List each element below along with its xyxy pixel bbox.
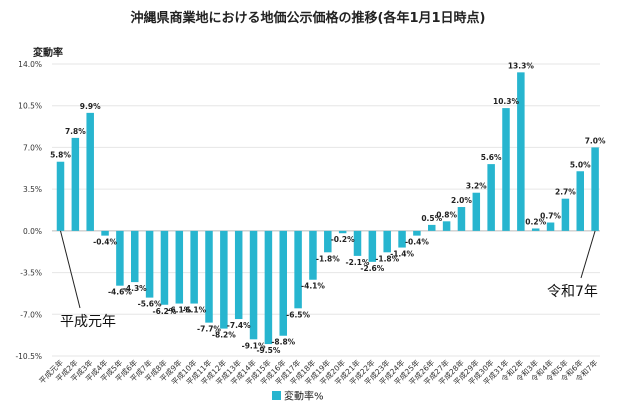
bar bbox=[531, 228, 540, 231]
data-label: -7.4% bbox=[227, 321, 251, 330]
legend: 変動率% bbox=[272, 390, 324, 403]
y-axis-title: 変動率 bbox=[33, 46, 63, 59]
data-label: -6.2% bbox=[152, 307, 176, 316]
data-label: -1.8% bbox=[316, 254, 340, 263]
bar bbox=[131, 230, 139, 283]
bar bbox=[116, 230, 124, 286]
data-label: -4.6% bbox=[108, 288, 132, 297]
data-labels: 5.8%7.8%9.9%-0.4%-4.6%-4.3%-5.6%-6.2%-6.… bbox=[50, 61, 606, 355]
annotations: 平成元年 令和7年 bbox=[60, 230, 598, 330]
data-label: -1.4% bbox=[390, 250, 414, 259]
data-label: -2.6% bbox=[360, 264, 384, 273]
data-label: -0.4% bbox=[405, 238, 429, 247]
bars bbox=[56, 72, 599, 345]
y-tick-label: -3.5% bbox=[20, 269, 42, 278]
data-label: 3.2% bbox=[466, 182, 487, 191]
legend-label: 変動率% bbox=[284, 390, 324, 403]
data-label: -1.8% bbox=[375, 254, 399, 263]
bar bbox=[294, 230, 302, 309]
bar bbox=[309, 230, 317, 280]
data-label: 0.5% bbox=[421, 214, 442, 223]
annotation-label: 令和7年 bbox=[547, 284, 598, 300]
y-tick-label: 3.5% bbox=[23, 185, 42, 194]
bar bbox=[279, 230, 287, 336]
data-label: 5.6% bbox=[481, 153, 502, 162]
bar bbox=[190, 230, 198, 304]
data-label: -4.3% bbox=[123, 284, 147, 293]
bar bbox=[205, 230, 213, 323]
bar bbox=[413, 230, 421, 236]
data-label: -5.6% bbox=[138, 300, 162, 309]
data-label: -9.5% bbox=[256, 346, 280, 355]
bar bbox=[220, 230, 228, 329]
annotation-line bbox=[580, 230, 596, 279]
data-label: 0.2% bbox=[525, 217, 546, 226]
bar bbox=[71, 137, 80, 231]
bar bbox=[234, 230, 243, 320]
bar bbox=[472, 192, 481, 231]
bar bbox=[338, 230, 347, 234]
data-label: 2.0% bbox=[451, 196, 472, 205]
bar bbox=[398, 230, 406, 248]
bar bbox=[249, 230, 258, 340]
bar bbox=[546, 222, 555, 231]
bar bbox=[324, 230, 332, 253]
bar bbox=[383, 230, 391, 253]
data-label: -0.2% bbox=[331, 235, 355, 244]
bar bbox=[591, 147, 599, 231]
data-label: -6.1% bbox=[167, 306, 191, 315]
chart-title: 沖縄県商業地における地価公示価格の推移(各年1月1日時点) bbox=[131, 10, 486, 26]
bar bbox=[160, 230, 169, 305]
bar bbox=[517, 72, 525, 231]
y-tick-label: -10.5% bbox=[15, 352, 42, 361]
data-label: -8.8% bbox=[271, 338, 295, 347]
data-label: -9.1% bbox=[242, 341, 266, 350]
data-label: -6.1% bbox=[182, 306, 206, 315]
bar bbox=[487, 164, 495, 231]
data-label: 0.8% bbox=[436, 210, 457, 219]
y-tick-label: 10.5% bbox=[18, 102, 42, 111]
bar bbox=[502, 108, 510, 231]
data-label: -6.5% bbox=[286, 310, 310, 319]
data-label: 13.3% bbox=[508, 61, 535, 70]
data-label: 7.0% bbox=[585, 136, 606, 145]
y-tick-label: 0.0% bbox=[23, 227, 42, 236]
bar bbox=[368, 230, 377, 262]
y-tick-label: -7.0% bbox=[20, 310, 42, 319]
bar bbox=[56, 161, 65, 231]
bar bbox=[86, 112, 94, 231]
bar bbox=[428, 224, 436, 231]
data-label: -0.4% bbox=[93, 238, 117, 247]
data-label: 0.7% bbox=[540, 212, 561, 221]
annotation-label: 平成元年 bbox=[60, 314, 116, 330]
data-label: -2.1% bbox=[346, 258, 370, 267]
bar bbox=[457, 207, 466, 231]
y-tick-label: 14.0% bbox=[18, 60, 42, 69]
data-label: 9.9% bbox=[80, 102, 101, 111]
data-label: 10.3% bbox=[493, 97, 520, 106]
bar bbox=[264, 230, 273, 345]
bar bbox=[561, 198, 570, 231]
y-tick-label: 7.0% bbox=[23, 143, 42, 152]
x-axis-ticks: 平成元年平成2年平成3年平成4年平成5年平成6年平成7年平成8年平成9年平成10… bbox=[37, 357, 600, 387]
data-label: 5.8% bbox=[50, 151, 71, 160]
legend-swatch bbox=[272, 391, 281, 400]
data-label: 7.8% bbox=[65, 127, 86, 136]
data-label: 5.0% bbox=[570, 160, 591, 169]
y-axis-ticks: 14.0% 10.5% 7.0% 3.5% 0.0% -3.5% -7.0% -10.5% bbox=[15, 60, 42, 361]
data-label: 2.7% bbox=[555, 188, 576, 197]
bar bbox=[145, 230, 154, 298]
data-label: -4.1% bbox=[301, 282, 325, 291]
bar bbox=[576, 171, 584, 231]
data-label: -7.7% bbox=[197, 325, 221, 334]
bar bbox=[101, 230, 109, 236]
data-label: -8.2% bbox=[212, 331, 236, 340]
bar bbox=[442, 221, 451, 231]
bar bbox=[175, 230, 184, 304]
bar bbox=[353, 230, 362, 256]
annotation-line bbox=[60, 230, 81, 309]
